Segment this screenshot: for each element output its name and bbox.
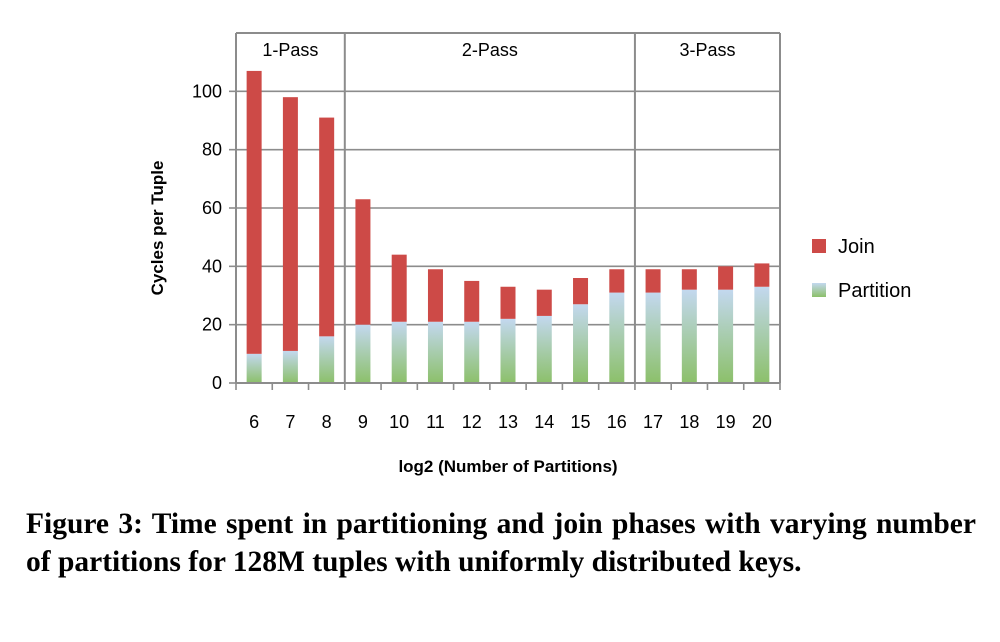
bar-partition (391, 321, 407, 383)
legend-label-join: Join (838, 236, 875, 258)
bar-join (609, 269, 625, 293)
bar-partition (282, 350, 298, 383)
x-tick-label: 19 (716, 412, 736, 432)
x-tick-label: 18 (679, 412, 699, 432)
x-tick-label: 6 (249, 412, 259, 432)
legend-swatch-join (812, 239, 826, 253)
bar-partition (645, 292, 661, 383)
x-tick-label: 13 (498, 412, 518, 432)
bar-partition (500, 318, 516, 383)
x-tick-label: 16 (607, 412, 627, 432)
y-tick-label: 40 (202, 256, 222, 276)
bars (246, 70, 770, 383)
legend-label-partition: Partition (838, 280, 911, 302)
bar-join (645, 269, 661, 293)
bar-join (427, 269, 443, 322)
stacked-bar-chart: 1-Pass 2-Pass 3-Pass 0 20 40 60 80 100 6 7 8 9 10 11 1… (148, 32, 911, 476)
bar-join (319, 117, 335, 337)
bar-join (391, 254, 407, 322)
bar-partition (609, 292, 625, 383)
bar-join (718, 266, 734, 290)
bar-partition (246, 353, 262, 383)
bar-join (464, 280, 480, 322)
bar-join (282, 97, 298, 351)
pass-regions: 1-Pass 2-Pass 3-Pass (262, 33, 735, 383)
x-tick-label: 20 (752, 412, 772, 432)
figure-caption: Figure 3: Time spent in partitioning and… (26, 508, 976, 578)
x-tick-label: 7 (285, 412, 295, 432)
x-tick-label: 10 (389, 412, 409, 432)
y-tick-label: 0 (212, 373, 222, 393)
y-tick-label: 60 (202, 198, 222, 218)
bar-join (754, 263, 770, 287)
x-tick-label: 9 (358, 412, 368, 432)
y-axis-title: Cycles per Tuple (148, 161, 167, 296)
pass-label: 3-Pass (679, 40, 735, 60)
bar-join (536, 289, 552, 316)
pass-label: 1-Pass (262, 40, 318, 60)
bar-partition (536, 315, 552, 383)
bar-partition (681, 289, 697, 383)
bar-partition (355, 324, 371, 383)
bar-join (573, 278, 589, 305)
legend-swatch-partition (812, 283, 826, 297)
bar-join (355, 199, 371, 325)
y-tick-label: 20 (202, 315, 222, 335)
x-tick-label: 11 (426, 412, 445, 432)
bar-join (246, 70, 262, 354)
x-tick-label: 8 (322, 412, 332, 432)
bar-partition (718, 289, 734, 383)
x-tick-label: 17 (643, 412, 663, 432)
bar-partition (573, 304, 589, 383)
y-tick-label: 80 (202, 140, 222, 160)
axes: 0 20 40 60 80 100 6 7 8 9 10 11 12 13 14 15 16 17 18 19 20 (192, 32, 781, 432)
x-tick-label: 15 (571, 412, 591, 432)
legend: Join Partition (812, 236, 911, 302)
pass-label: 2-Pass (462, 40, 518, 60)
x-tick-label: 12 (462, 412, 482, 432)
x-tick-label: 14 (534, 412, 554, 432)
x-axis-title: log2 (Number of Partitions) (398, 457, 617, 476)
bar-partition (319, 336, 335, 383)
bar-join (681, 269, 697, 290)
bar-partition (464, 321, 480, 383)
bar-partition (427, 321, 443, 383)
bar-join (500, 286, 516, 319)
bar-partition (754, 286, 770, 383)
y-tick-label: 100 (192, 81, 222, 101)
